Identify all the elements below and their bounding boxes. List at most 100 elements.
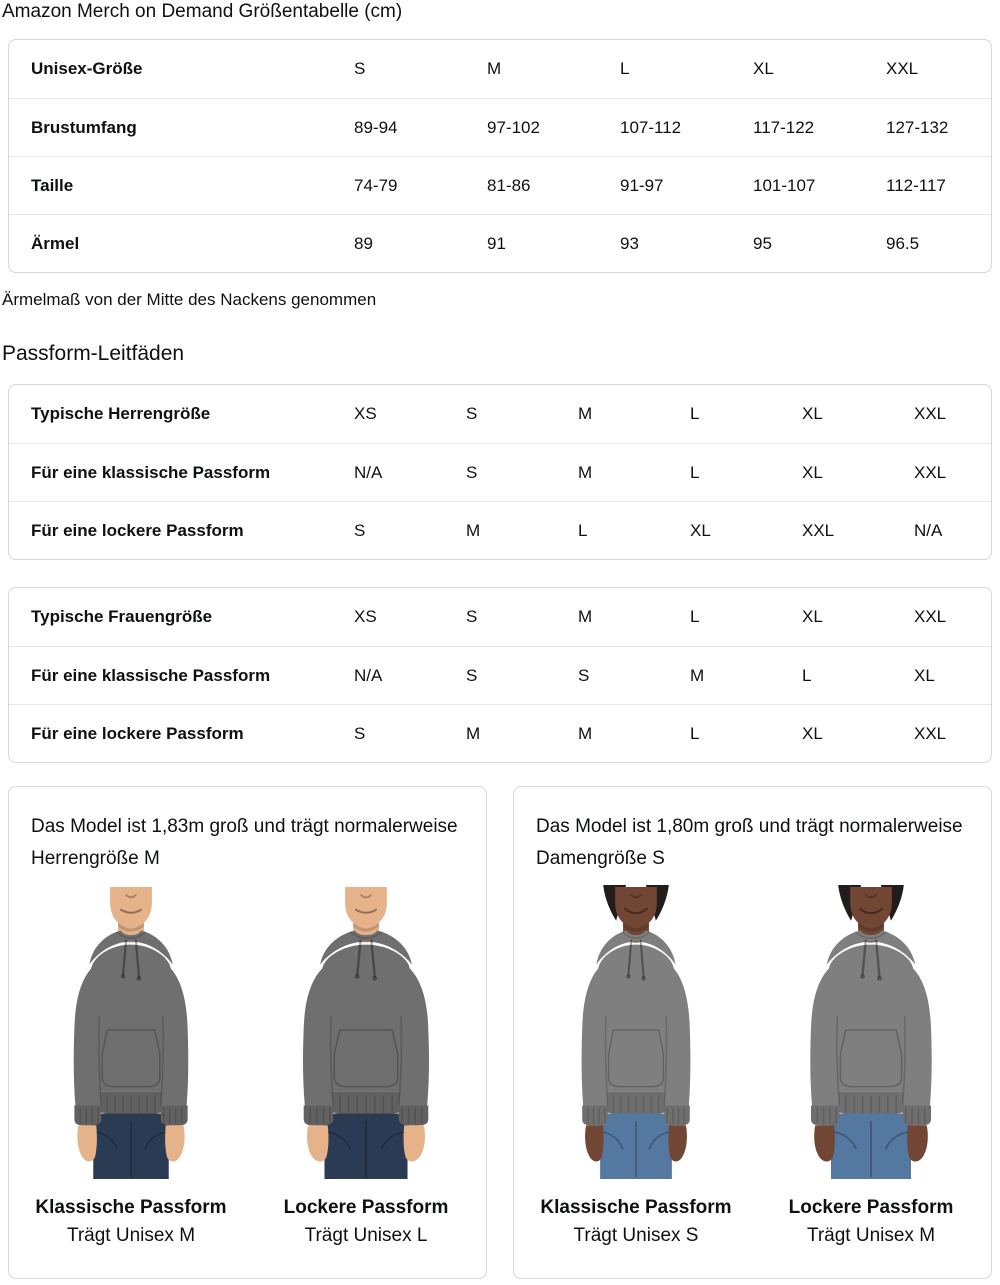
size-value-cell: XS — [354, 404, 377, 423]
size-value-cell: S — [578, 665, 590, 685]
jeans — [600, 1113, 672, 1179]
size-value-cell: N/A — [354, 462, 383, 482]
male-model-loose-fit-photo — [303, 886, 429, 1179]
size-value-cell: M — [578, 723, 593, 743]
size-column-header: XXL — [886, 59, 919, 78]
model-figures: Klassische Passform Trägt Unisex M — [31, 881, 466, 1250]
size-column-header: M — [487, 59, 502, 78]
size-value-cell: M — [690, 665, 705, 685]
table-row-classic-fit: Für eine klassische Passform N/A S M L X… — [9, 443, 991, 501]
figure-caption: Lockere Passform Trägt Unisex M — [771, 1195, 971, 1250]
model-cards: Das Model ist 1,83m groß und trägt norma… — [8, 786, 992, 1279]
size-value-cell: N/A — [914, 520, 943, 540]
model-photo-figure: Klassische Passform Trägt Unisex S — [536, 881, 736, 1250]
right-arm — [894, 964, 932, 1162]
hood-collar — [596, 930, 676, 965]
size-value-cell: L — [690, 607, 700, 626]
collar-seam — [115, 931, 147, 939]
size-value-cell: N/A — [354, 665, 383, 685]
size-value-cell: 107-112 — [620, 117, 682, 137]
unisex-size-table: Unisex-Größe S M L XL XXL Brustumfang 89… — [8, 39, 992, 273]
model-face — [615, 886, 657, 929]
size-column-header: L — [620, 59, 630, 78]
table-row-typical-womens-size: Typische Frauengröße XS S M L XL XXL — [9, 588, 991, 646]
female-model-card: Das Model ist 1,80m groß und trägt norma… — [513, 786, 992, 1279]
size-value-cell: 117-122 — [753, 117, 815, 137]
size-value-cell: S — [466, 665, 478, 685]
size-value-cell: S — [466, 462, 478, 482]
mens-fit-guide-table: Typische Herrengröße XS S M L XL XXL Für… — [8, 384, 992, 560]
size-value-cell: XXL — [914, 723, 947, 743]
hood-collar — [89, 930, 173, 965]
row-label-cell: Für eine lockere Passform — [31, 520, 244, 540]
size-value-cell: M — [578, 404, 593, 423]
left-arm — [810, 964, 848, 1162]
row-label-cell: Taille — [31, 175, 74, 195]
model-description: Das Model ist 1,80m groß und trägt norma… — [536, 816, 963, 869]
nose-line — [865, 894, 877, 899]
size-value-cell: XL — [802, 462, 823, 482]
size-value-cell: L — [690, 404, 700, 423]
row-label-cell: Für eine lockere Passform — [31, 723, 244, 743]
size-value-cell: XL — [802, 607, 823, 626]
left-arm — [581, 964, 616, 1162]
hoodie-and-jeans — [810, 930, 932, 1179]
size-value-cell: XL — [802, 404, 823, 423]
nose-line — [630, 894, 642, 899]
size-value-cell: S — [354, 723, 366, 743]
size-value-cell: 81-86 — [487, 175, 531, 195]
size-column-header: S — [354, 59, 366, 78]
size-value-cell: XXL — [914, 607, 947, 626]
mouth-line — [624, 907, 648, 915]
size-value-cell: 96.5 — [886, 233, 920, 253]
jeans — [93, 1113, 169, 1179]
model-photo-figure: Lockere Passform Trägt Unisex L — [266, 881, 466, 1250]
row-label-cell: Für eine klassische Passform — [31, 462, 271, 482]
unisex-size-header-label: Unisex-Größe — [31, 59, 143, 78]
size-value-cell: XXL — [914, 462, 947, 482]
female-model-loose-fit-photo — [810, 884, 932, 1179]
fit-type-label: Lockere Passform — [788, 1197, 954, 1218]
figure-caption: Klassische Passform Trägt Unisex S — [536, 1195, 736, 1250]
size-value-cell: M — [466, 723, 481, 743]
drawstrings — [861, 939, 881, 978]
row-label-cell: Brustumfang — [31, 117, 137, 137]
size-value-cell: L — [802, 665, 812, 685]
model-face — [345, 886, 387, 929]
size-value-cell: 97-102 — [487, 117, 540, 137]
table-row-loose-fit: Für eine lockere Passform S M M L XL XXL — [9, 704, 991, 762]
hoodie-and-jeans — [73, 930, 189, 1179]
model-photo-figure: Klassische Passform Trägt Unisex M — [31, 881, 231, 1250]
unisex-table-header-row: Unisex-Größe S M L XL XXL — [9, 40, 991, 98]
size-value-cell: S — [354, 520, 366, 540]
table-row-chest: Brustumfang 89-94 97-102 107-112 117-122… — [9, 98, 991, 156]
sleeve-measure-note: Ärmelmaß von der Mitte des Nackens genom… — [2, 290, 377, 309]
hoodie-and-jeans — [303, 930, 429, 1179]
right-arm — [152, 964, 189, 1162]
size-value-cell: 74-79 — [354, 175, 398, 195]
mouth-line — [859, 907, 883, 915]
jeans — [324, 1113, 408, 1179]
fit-guides-heading: Passform-Leitfäden — [2, 342, 185, 365]
table-row-sleeve: Ärmel 89 91 93 95 96.5 — [9, 214, 991, 272]
jeans — [830, 1113, 912, 1179]
left-arm — [73, 964, 110, 1162]
size-value-cell: 93 — [620, 233, 639, 253]
figure-caption: Klassische Passform Trägt Unisex M — [31, 1195, 231, 1250]
hoodie-hem-band — [89, 1091, 173, 1116]
size-value-cell: M — [578, 462, 593, 482]
size-value-cell: L — [690, 723, 700, 743]
hoodie-and-jeans — [581, 930, 691, 1179]
hoodie-hem-band — [320, 1091, 412, 1116]
size-value-cell: XXL — [802, 520, 835, 540]
size-value-cell: XS — [354, 607, 377, 626]
right-arm — [390, 964, 429, 1162]
table-row-classic-fit: Für eine klassische Passform N/A S S M L… — [9, 646, 991, 704]
mouth-line — [355, 908, 377, 914]
nose-line — [360, 894, 372, 899]
row-label-cell: Typische Herrengröße — [31, 404, 211, 423]
size-value-cell: XXL — [914, 404, 947, 423]
hoodie-hem-band — [596, 1091, 676, 1116]
size-value-cell: 127-132 — [886, 117, 949, 137]
hoodie-hem-band — [826, 1091, 916, 1116]
